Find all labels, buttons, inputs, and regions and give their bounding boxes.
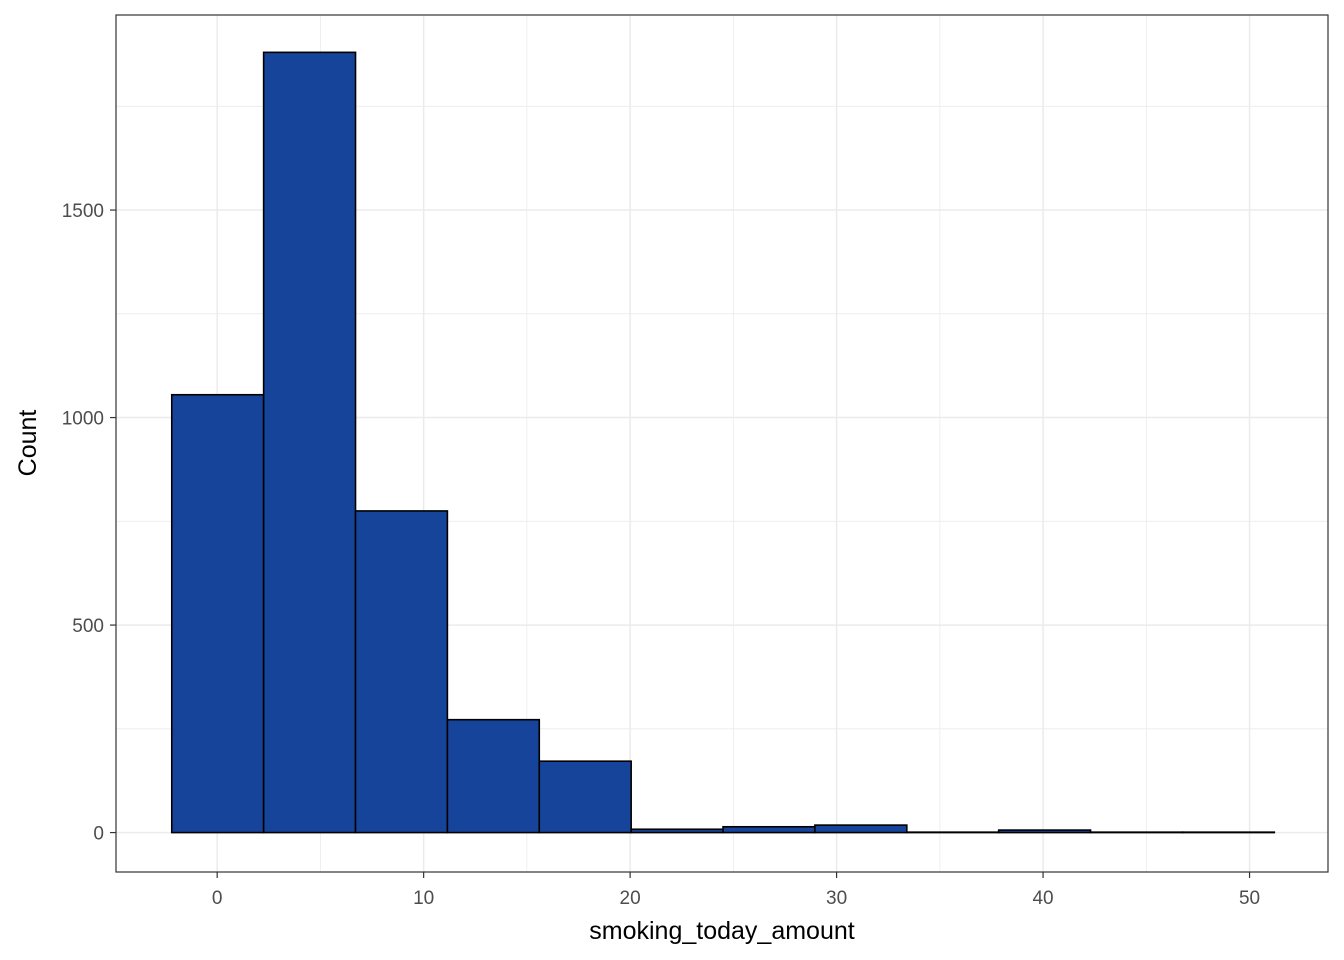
y-axis: 0 500 1000 1500: [62, 201, 116, 845]
panel-border: [115, 14, 1329, 873]
y-tick-label: 1500: [62, 201, 104, 222]
y-tick-label: 0: [93, 824, 104, 845]
y-tick-label: 1000: [62, 409, 104, 430]
histogram-bar: [997, 829, 1092, 834]
y-tick-label: 500: [72, 616, 104, 637]
histogram-bar: [538, 760, 632, 834]
x-tick-label: 30: [826, 888, 847, 909]
y-axis-title: Count: [14, 410, 42, 477]
histogram-bar: [630, 828, 724, 834]
bars: [170, 51, 1276, 834]
histogram-bar: [354, 510, 449, 834]
x-tick-label: 20: [620, 888, 641, 909]
x-axis-title: smoking_today_amount: [589, 917, 854, 945]
histogram-bar: [446, 718, 541, 834]
x-tick-label: 40: [1032, 888, 1053, 909]
histogram-bar: [170, 393, 265, 834]
x-tick-label: 0: [212, 888, 223, 909]
histogram-bar: [262, 51, 357, 834]
x-axis: 0 10 20 30 40 50: [212, 872, 1260, 909]
x-tick-label: 50: [1239, 888, 1260, 909]
x-tick-label: 10: [413, 888, 434, 909]
histogram-bar: [814, 824, 908, 834]
histogram-bar: [722, 825, 816, 834]
